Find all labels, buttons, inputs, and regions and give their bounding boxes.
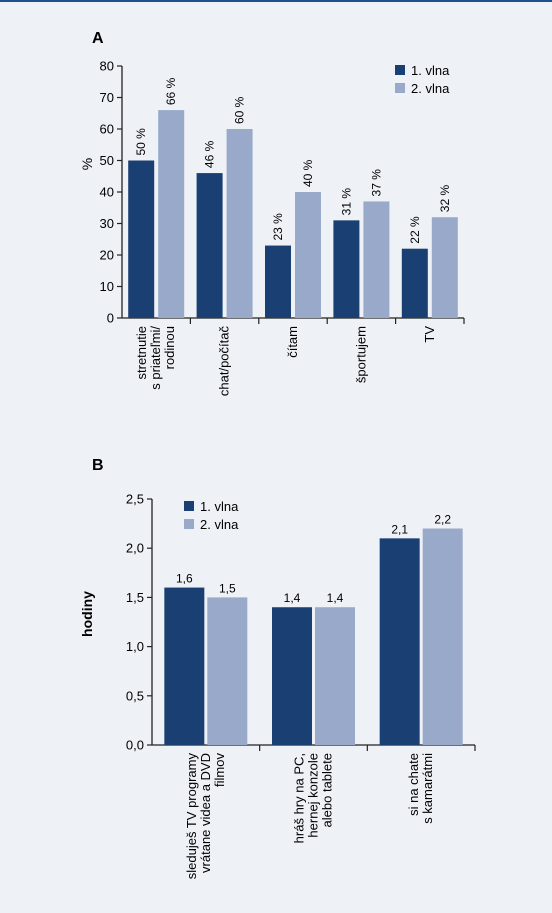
category-label: stretnutie [134, 326, 149, 379]
y-axis-label: % [79, 158, 95, 170]
panel-letter: B [92, 457, 104, 474]
data-label: 50 % [134, 128, 148, 156]
category-label: športujem [353, 326, 368, 383]
data-label: 37 % [369, 169, 383, 197]
bar-1-vlna [164, 587, 205, 745]
bar-2-vlna [363, 201, 390, 318]
legend-label: 2. vlna [200, 517, 239, 532]
category-label: rodinou [162, 326, 177, 369]
bar-1-vlna [379, 538, 420, 745]
y-tick-label: 1,5 [126, 590, 144, 605]
bar-2-vlna [158, 110, 185, 318]
data-label: 1,4 [327, 591, 344, 605]
y-tick-label: 40 [100, 185, 114, 200]
bar-2-vlna [226, 129, 253, 318]
category-label: hráš hry na PC, [292, 753, 307, 843]
bar-1-vlna [196, 173, 223, 318]
category-label: TV [422, 326, 437, 343]
legend-swatch [395, 83, 405, 93]
bar-1-vlna [333, 220, 360, 318]
category-label: s priateľmi/ [148, 326, 163, 390]
chart-a: A 0 10 20 30 40 50 60 70 80% 50 % 66 % stretnutie s p… [79, 30, 465, 397]
bar-2-vlna [207, 597, 248, 745]
y-tick-label: 10 [100, 279, 114, 294]
data-label: 1,4 [284, 591, 301, 605]
category-label: sleduješ TV programy [184, 753, 199, 880]
data-label: 23 % [271, 213, 285, 241]
bar-2-vlna [315, 607, 355, 745]
legend-label: 1. vlna [200, 499, 239, 514]
category-label: chat/počítač [217, 326, 232, 397]
bar-2-vlna [295, 192, 321, 318]
legend-label: 1. vlna [411, 63, 450, 78]
legend-swatch [395, 65, 405, 75]
data-label: 60 % [233, 96, 247, 124]
data-label: 66 % [164, 77, 178, 105]
data-label: 2,1 [391, 522, 408, 536]
legend-label: 2. vlna [411, 81, 450, 96]
legend-swatch [184, 519, 194, 529]
bar-1-vlna [265, 245, 291, 318]
y-tick-label: 80 [100, 59, 114, 74]
category-label: čítam [285, 326, 300, 358]
y-tick-label: 1,0 [126, 639, 144, 654]
y-tick-label: 20 [100, 248, 114, 263]
bar-1-vlna [272, 607, 312, 745]
y-tick-label: 70 [100, 90, 114, 105]
y-axis-label: hodiny [79, 591, 95, 637]
data-label: 22 % [408, 216, 422, 244]
legend-swatch [184, 501, 194, 511]
category-label: vrátane videa a DVD [198, 753, 213, 873]
data-label: 40 % [301, 159, 315, 187]
y-tick-label: 50 [100, 153, 114, 168]
data-label: 2,2 [434, 513, 451, 527]
y-tick-label: 60 [100, 122, 114, 137]
data-label: 31 % [339, 188, 353, 216]
data-label: 1,6 [176, 572, 193, 586]
data-label: 1,5 [219, 581, 236, 595]
panel-letter: A [92, 30, 104, 47]
category-label: alebo tablete [320, 753, 335, 827]
bar-2-vlna [422, 528, 463, 745]
bar-2-vlna [431, 217, 458, 318]
y-tick-label: 2,0 [126, 541, 144, 556]
category-label: filmov [212, 753, 227, 787]
category-label: si na chate [406, 753, 421, 816]
bar-1-vlna [401, 248, 428, 318]
y-tick-label: 0 [107, 311, 114, 326]
y-tick-label: 30 [100, 216, 114, 231]
y-tick-label: 2,5 [126, 492, 144, 507]
bar-1-vlna [128, 160, 155, 318]
y-tick-label: 0,0 [126, 738, 144, 753]
category-label: s kamarátmi [420, 753, 435, 824]
y-tick-label: 0,5 [126, 688, 144, 703]
data-label: 46 % [203, 140, 217, 168]
category-label: hernej konzole [306, 753, 321, 838]
data-label: 32 % [438, 185, 452, 213]
